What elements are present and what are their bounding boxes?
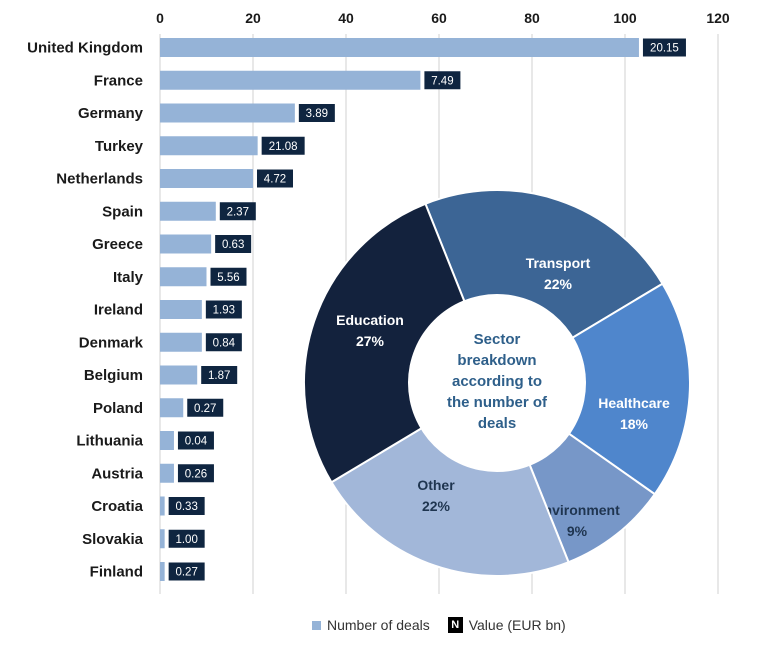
value-label: 0.33: [175, 501, 197, 513]
pie-label-name: Education: [336, 312, 404, 328]
value-label-box: [168, 529, 205, 548]
value-label: 2.37: [227, 206, 249, 218]
deals-bar: [160, 234, 212, 254]
donut-center-label: Sector: [474, 331, 521, 348]
pie-label-percent: 22%: [544, 276, 573, 292]
value-label: 1.93: [213, 305, 235, 317]
x-tick-label: 80: [524, 10, 540, 26]
pie-slice-education: [303, 202, 499, 484]
deals-bar: [160, 332, 202, 352]
deals-bar: [160, 562, 165, 581]
value-label-box: [187, 398, 224, 417]
value-label-box: [168, 562, 205, 581]
deals-bar: [160, 103, 295, 123]
value-label-box: [261, 136, 305, 155]
value-label: 0.84: [213, 337, 236, 349]
value-label: 7.49: [431, 75, 453, 87]
value-label: 20.15: [650, 43, 679, 55]
pie-label-name: Transport: [526, 255, 591, 271]
category-label: Lithuania: [76, 433, 143, 450]
category-label: Slovakia: [82, 531, 144, 548]
pie-label-percent: 18%: [620, 416, 649, 432]
pie-label-percent: 27%: [356, 333, 385, 349]
category-label: France: [94, 72, 143, 89]
value-label: 4.72: [264, 174, 286, 186]
value-label-box: [201, 366, 238, 384]
value-label-box: [205, 333, 242, 352]
value-label-box: [257, 169, 293, 188]
deals-bar: [160, 496, 165, 516]
value-label: 0.63: [222, 239, 244, 251]
value-label-box: [298, 104, 335, 122]
category-label: Netherlands: [56, 171, 143, 188]
deals-bar: [160, 201, 216, 221]
category-label: Italy: [113, 269, 144, 286]
deals-bar: [160, 398, 184, 418]
deals-bar: [160, 136, 258, 156]
x-tick-label: 40: [338, 10, 354, 26]
x-tick-label: 60: [431, 10, 447, 26]
deals-bar: [160, 431, 174, 450]
value-label-box: [168, 497, 205, 515]
value-label: 5.56: [217, 272, 239, 284]
x-tick-label: 100: [613, 10, 637, 26]
deals-bar: [160, 70, 421, 90]
legend-swatch-value: N: [447, 617, 463, 633]
category-label: Greece: [92, 236, 143, 253]
deals-bar: [160, 529, 165, 549]
value-label-box: [205, 300, 242, 319]
category-label: Spain: [102, 203, 143, 220]
deals-bar: [160, 267, 207, 287]
pie-label-name: Environment: [534, 502, 620, 518]
category-label: Ireland: [94, 302, 143, 319]
value-label: 3.89: [306, 108, 328, 120]
category-label: Denmark: [79, 334, 144, 351]
value-label-box: [424, 71, 461, 90]
pie-label-percent: 22%: [422, 498, 451, 514]
donut-hole: [408, 294, 586, 472]
value-label: 0.27: [194, 403, 216, 415]
deals-bar: [160, 300, 202, 319]
value-label-box: [177, 431, 214, 450]
pie-label-name: Healthcare: [598, 395, 670, 411]
x-tick-label: 20: [245, 10, 261, 26]
pie-label-name: Other: [417, 477, 455, 493]
deals-bar: [160, 38, 639, 57]
pie-slice-healthcare: [495, 282, 691, 496]
category-label: United Kingdom: [27, 40, 143, 57]
x-tick-label: 0: [156, 10, 164, 26]
value-label-box: [219, 202, 256, 221]
donut-center-label: deals: [478, 415, 516, 432]
value-label-box: [215, 235, 252, 253]
value-label: 1.87: [208, 370, 230, 382]
value-label-box: [642, 38, 686, 57]
value-label: 0.04: [185, 436, 208, 448]
value-label: 0.27: [175, 567, 197, 579]
donut-center-label: the number of: [447, 394, 548, 411]
value-label-box: [210, 267, 247, 286]
value-label: 21.08: [269, 141, 298, 153]
pie-label-percent: 9%: [567, 523, 588, 539]
legend-label-deals: Number of deals: [327, 617, 430, 633]
category-label: Croatia: [91, 498, 143, 515]
category-label: Austria: [91, 465, 143, 482]
legend-label-value: Value (EUR bn): [468, 617, 566, 633]
value-label-box: [177, 464, 214, 483]
legend-swatch-deals: [312, 620, 321, 630]
category-label: Poland: [93, 400, 143, 417]
category-label: Germany: [78, 105, 144, 122]
value-label: 0.26: [185, 468, 207, 480]
value-label: 1.00: [175, 534, 197, 546]
deals-bar: [160, 169, 253, 188]
x-tick-label: 120: [706, 10, 730, 26]
category-label: Belgium: [84, 367, 143, 384]
donut-center-label: breakdown: [457, 352, 536, 369]
donut-center-label: according to: [452, 373, 542, 390]
deals-bar: [160, 365, 198, 385]
chart-legend: Number of deals N Value (EUR bn): [312, 617, 566, 633]
category-label: Finland: [90, 564, 143, 581]
deals-bar: [160, 463, 174, 483]
category-label: Turkey: [95, 138, 144, 155]
